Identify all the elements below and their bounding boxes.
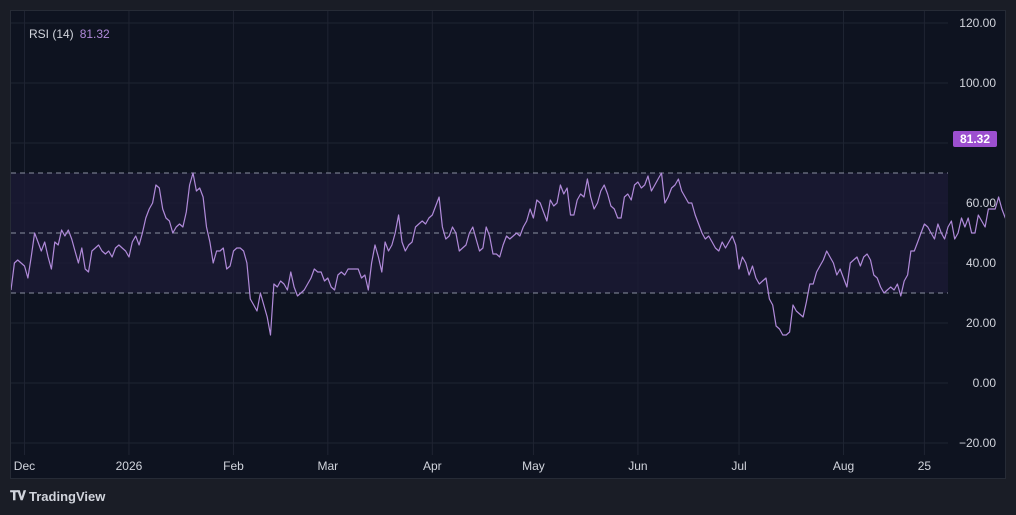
indicator-value: 81.32 (79, 27, 110, 41)
y-tick-label: 40.00 (966, 256, 996, 270)
brand-label: TradingView (29, 488, 106, 504)
last-value-badge (953, 131, 997, 148)
rsi-chart[interactable]: 120.00 100.00 60.00 40.00 20.00 0.00 −20.00 Dec… (11, 11, 1005, 478)
y-tick-label: −20.00 (959, 436, 996, 450)
x-tick-label: Feb (223, 459, 244, 473)
y-tick-label: 100.00 (959, 76, 996, 90)
x-tick-label: Jul (731, 459, 746, 473)
y-tick-label: 0.00 (973, 376, 997, 390)
indicator-legend[interactable]: RSI (14) 81.32 (29, 27, 110, 41)
x-tick-label: May (522, 459, 545, 473)
x-tick-label: 25 (918, 459, 932, 473)
x-tick-label: 2026 (116, 459, 143, 473)
y-tick-label: 20.00 (966, 316, 996, 330)
tradingview-brand[interactable]: 𝐓𝐕 TradingView (10, 488, 105, 504)
indicator-name: RSI (14) (29, 27, 74, 41)
y-tick-label: 120.00 (959, 16, 996, 30)
last-value-label: 81.32 (960, 132, 990, 146)
x-tick-label: Apr (423, 459, 442, 473)
x-tick-label: Jun (628, 459, 647, 473)
y-tick-label: 60.00 (966, 196, 996, 210)
x-tick-label: Aug (833, 459, 854, 473)
rsi-line (11, 172, 1005, 336)
chart-panel[interactable]: 120.00 100.00 60.00 40.00 20.00 0.00 −20.00 Dec… (10, 10, 1006, 479)
x-tick-label: Dec (14, 459, 35, 473)
tradingview-logo-icon: 𝐓𝐕 (10, 488, 26, 503)
x-tick-label: Mar (317, 459, 338, 473)
